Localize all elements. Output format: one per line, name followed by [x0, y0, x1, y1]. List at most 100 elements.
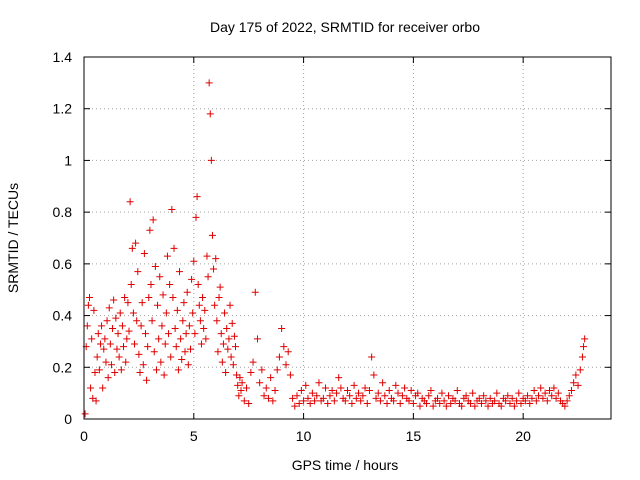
data-point [486, 394, 494, 402]
data-point [561, 402, 569, 410]
data-point [167, 353, 175, 361]
data-point [156, 273, 164, 281]
data-point [155, 335, 163, 343]
data-point [284, 348, 292, 356]
y-tick-label: 0 [64, 411, 72, 427]
data-point [539, 394, 547, 402]
x-axis-ticks: 0 5 10 15 20 [80, 57, 531, 444]
data-point [208, 231, 216, 239]
data-point [541, 389, 549, 397]
y-tick-label: 1 [64, 152, 72, 168]
data-point [324, 399, 332, 407]
data-point [348, 399, 356, 407]
data-point [125, 327, 133, 335]
data-point [207, 156, 215, 164]
data-point [88, 335, 96, 343]
data-point [168, 206, 176, 214]
data-point [151, 262, 159, 270]
data-point [172, 343, 180, 351]
data-point [122, 358, 130, 366]
data-point [308, 389, 316, 397]
y-tick-label: 1.2 [53, 101, 73, 117]
data-point [225, 335, 233, 343]
data-point [237, 387, 245, 395]
x-tick-label: 20 [515, 428, 531, 444]
data-point [211, 301, 219, 309]
data-point [163, 252, 171, 260]
data-point [300, 397, 308, 405]
data-point [311, 397, 319, 405]
data-point [165, 330, 173, 338]
data-point [466, 399, 474, 407]
data-point [145, 293, 153, 301]
data-point [192, 213, 200, 221]
data-point [315, 379, 323, 387]
data-point [451, 397, 459, 405]
x-tick-label: 10 [296, 428, 312, 444]
data-point [269, 397, 277, 405]
data-point [379, 379, 387, 387]
data-point [101, 335, 109, 343]
data-point [132, 239, 140, 247]
y-tick-label: 0.6 [53, 256, 73, 272]
data-point [264, 394, 272, 402]
data-point [161, 340, 169, 348]
data-point [423, 399, 431, 407]
data-point [180, 299, 188, 307]
data-point [104, 374, 112, 382]
data-point [183, 288, 191, 296]
data-point [98, 322, 106, 330]
data-point [313, 392, 321, 400]
data-point [200, 325, 208, 332]
data-point [506, 399, 514, 407]
data-point [144, 343, 152, 351]
x-tick-label: 0 [80, 428, 88, 444]
data-point [471, 402, 479, 410]
data-point [328, 387, 336, 395]
data-point [576, 366, 584, 374]
data-point [445, 392, 453, 400]
data-point [491, 397, 499, 405]
data-point [458, 402, 466, 410]
data-point [235, 392, 243, 400]
data-point [113, 345, 121, 353]
data-point [508, 394, 516, 402]
data-point [152, 366, 160, 374]
y-tick-label: 0.8 [53, 204, 73, 220]
data-point [453, 387, 461, 395]
data-point [199, 293, 207, 301]
data-point [271, 387, 279, 395]
data-point [374, 389, 382, 397]
data-point [341, 397, 349, 405]
data-point [528, 394, 536, 402]
data-point [302, 381, 310, 389]
data-point [405, 397, 413, 405]
data-point [475, 394, 483, 402]
data-point [166, 281, 174, 289]
data-point [447, 399, 455, 407]
data-point [365, 387, 373, 395]
data-point [117, 366, 125, 374]
data-point [434, 394, 442, 402]
data-point [376, 397, 384, 405]
data-point [293, 392, 301, 400]
y-axis-label: SRMTID / TECUs [5, 183, 21, 293]
data-point [170, 244, 178, 252]
data-point [139, 361, 147, 369]
data-point [214, 348, 222, 356]
data-point [218, 358, 226, 366]
data-point [123, 335, 131, 343]
data-point [282, 361, 290, 369]
data-point [344, 387, 351, 395]
data-point [289, 394, 297, 402]
data-point [232, 343, 240, 351]
data-point [280, 343, 288, 351]
data-point [570, 379, 578, 387]
plot-frame [83, 56, 612, 420]
data-point [306, 399, 314, 407]
data-point [185, 322, 193, 330]
data-point [240, 397, 248, 405]
data-point [238, 379, 246, 387]
data-point [515, 389, 523, 397]
data-point [480, 392, 488, 400]
